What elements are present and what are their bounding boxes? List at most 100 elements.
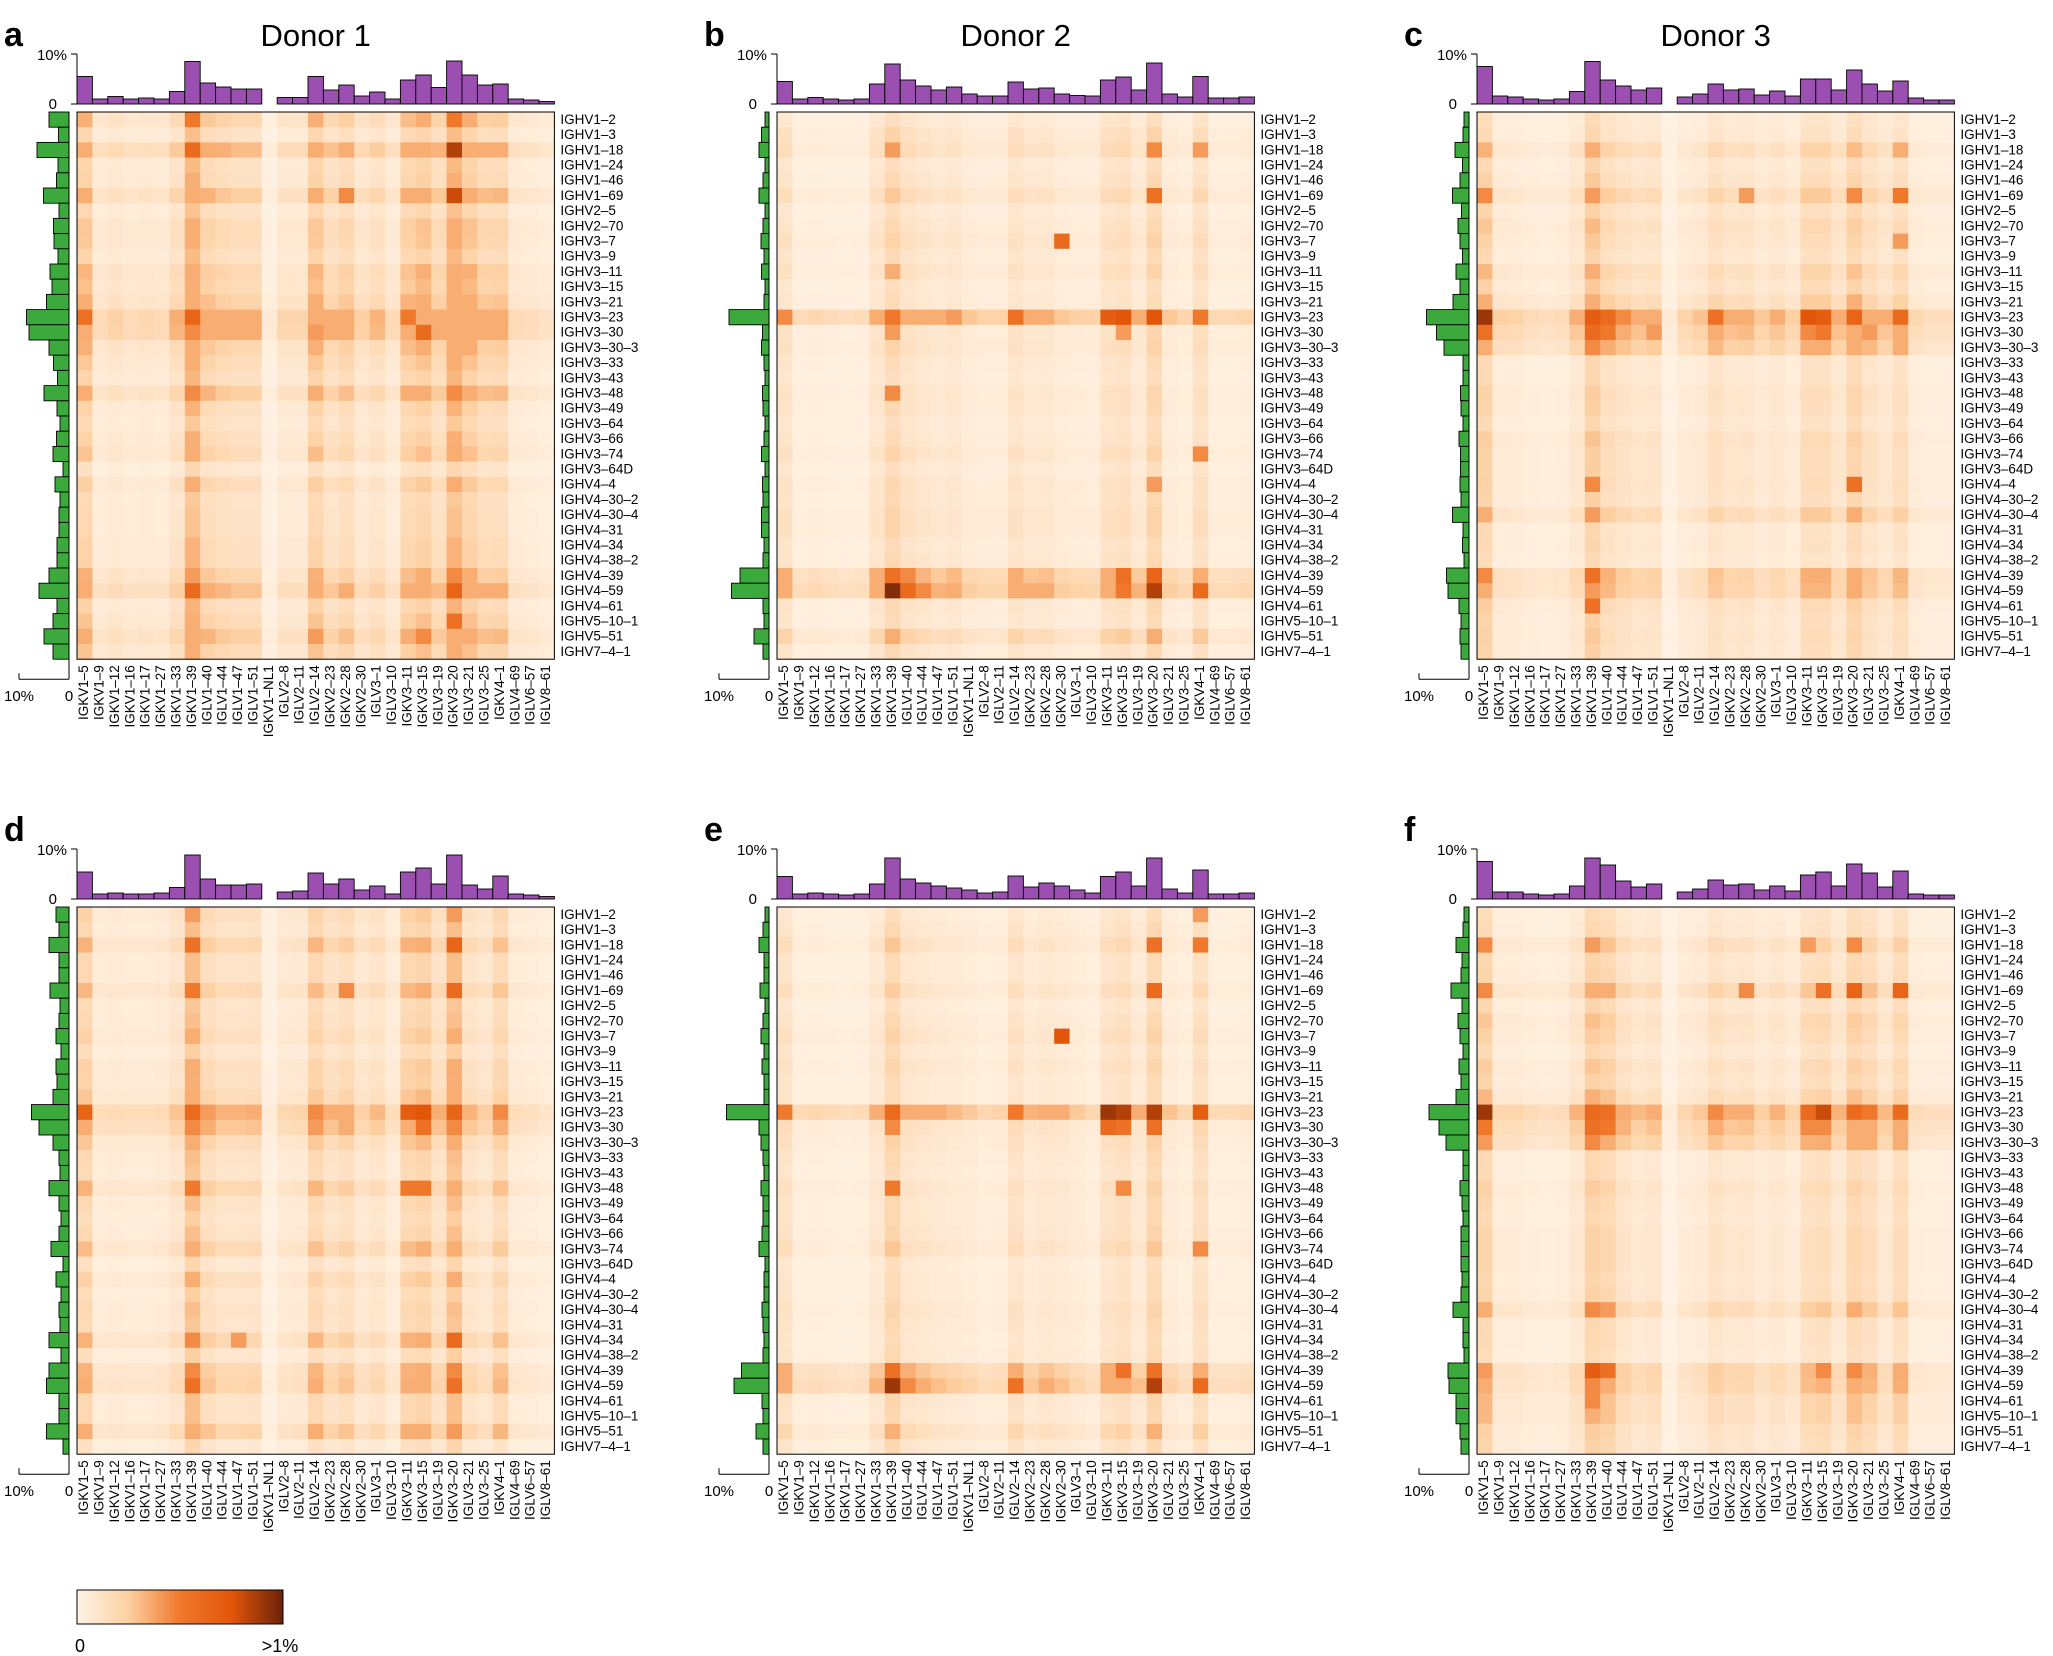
heatmap-cell [1815, 324, 1832, 341]
heatmap-cell [508, 1332, 524, 1349]
heatmap-cell [1846, 431, 1863, 447]
heatmap-cell [1507, 522, 1524, 538]
heatmap-cell [869, 613, 886, 630]
heatmap-cell [1738, 324, 1755, 341]
heatmap-cell [77, 1241, 93, 1257]
heatmap-cell [1477, 264, 1493, 280]
left-bar [1462, 369, 1470, 387]
heatmap-cell [1008, 370, 1024, 386]
heatmap-cell [277, 613, 293, 630]
heatmap-cell [369, 907, 386, 923]
heatmap-cell [123, 142, 139, 158]
heatmap-cell [1738, 248, 1755, 265]
heatmap-cell [385, 644, 401, 660]
heatmap-cell [961, 583, 978, 599]
heatmap-cell [1492, 598, 1509, 614]
heatmap-cell [1831, 279, 1847, 295]
heatmap-cell [261, 309, 278, 326]
heatmap-cell [184, 922, 201, 938]
heatmap-cell [1908, 492, 1924, 508]
heatmap-cell [992, 157, 1009, 174]
heatmap-cell [992, 248, 1009, 265]
left-bar [1452, 187, 1470, 204]
heatmap-cell [523, 172, 540, 189]
heatmap-cell [215, 370, 232, 386]
heatmap-cell [1584, 142, 1601, 158]
heatmap-cell [1754, 583, 1770, 599]
heatmap-cell [369, 188, 386, 204]
left-bar [62, 1256, 70, 1273]
heatmap-cell [354, 324, 370, 341]
heatmap-cell [792, 127, 809, 143]
heatmap-cell [123, 952, 139, 969]
heatmap-cell [261, 952, 278, 969]
heatmap-cell [1646, 598, 1663, 614]
heatmap-cell [1477, 188, 1493, 204]
heatmap-cell [1877, 476, 1894, 493]
heatmap-cell [523, 967, 540, 984]
heatmap-cell [246, 1302, 263, 1318]
heatmap-cell [385, 922, 401, 938]
heatmap-cell [1523, 172, 1539, 189]
heatmap-cell [1862, 279, 1878, 295]
column-label: IGLV8–61 [1238, 665, 1253, 725]
heatmap-cell [1477, 416, 1493, 432]
heatmap-cell [261, 294, 278, 310]
heatmap-cell [1023, 340, 1040, 356]
heatmap-cell [1538, 416, 1555, 432]
heatmap-cell [154, 1408, 170, 1425]
heatmap-cell [1738, 172, 1755, 189]
heatmap-cell [869, 355, 886, 371]
heatmap-cell [807, 203, 824, 219]
heatmap-cell [462, 537, 478, 554]
heatmap-cell [477, 1332, 494, 1349]
row-label: IGHV1–69 [560, 983, 623, 998]
heatmap-cell [477, 172, 494, 189]
heatmap-cell [415, 598, 432, 614]
heatmap-cell [215, 922, 232, 938]
heatmap-cell [1492, 324, 1509, 341]
heatmap-cell [1146, 598, 1163, 614]
heatmap-cell [915, 416, 932, 432]
heatmap-cell [1600, 355, 1616, 371]
heatmap-cell [261, 922, 278, 938]
heatmap-cell [231, 461, 247, 478]
heatmap-cell [261, 188, 278, 204]
heatmap-cell [1738, 264, 1755, 280]
heatmap-cell [539, 476, 555, 493]
heatmap-cell [231, 583, 247, 599]
heatmap-cell [1085, 279, 1101, 295]
heatmap-cell [508, 1393, 524, 1409]
row-label: IGHV4–39 [1960, 568, 2023, 583]
heatmap-cell [523, 507, 540, 523]
heatmap-cell [446, 355, 463, 371]
heatmap-cell [107, 476, 124, 493]
heatmap-cell [323, 1135, 340, 1151]
heatmap-cell [385, 1302, 401, 1318]
heatmap-cell [308, 233, 324, 250]
top-bar [492, 83, 509, 105]
heatmap-cell [792, 218, 809, 234]
top-bar [1630, 89, 1647, 105]
heatmap-cell [231, 1271, 247, 1288]
column-label: IGKV1–33 [868, 665, 883, 727]
heatmap-cell [1477, 340, 1493, 356]
heatmap-cell [1584, 598, 1601, 614]
column-label: IGLV1–40 [1599, 665, 1614, 725]
heatmap-cell [1054, 628, 1070, 645]
left-bar [57, 369, 70, 387]
heatmap-cell [477, 1241, 494, 1257]
heatmap-cell [1800, 446, 1817, 462]
heatmap-cell [777, 476, 793, 493]
heatmap-cell [492, 952, 509, 969]
heatmap-cell [231, 324, 247, 341]
heatmap-cell [184, 1317, 201, 1333]
heatmap-cell [1054, 157, 1070, 174]
heatmap-cell [946, 537, 963, 554]
heatmap-cell [1692, 628, 1709, 645]
heatmap-cell [231, 112, 247, 128]
heatmap-cell [1738, 157, 1755, 174]
heatmap-cell [123, 1195, 139, 1212]
heatmap-cell [946, 203, 963, 219]
panel-d: d10%010% 0IGHV1–2IGHV1–3IGHV1–18IGHV1–24I… [4, 811, 639, 1532]
